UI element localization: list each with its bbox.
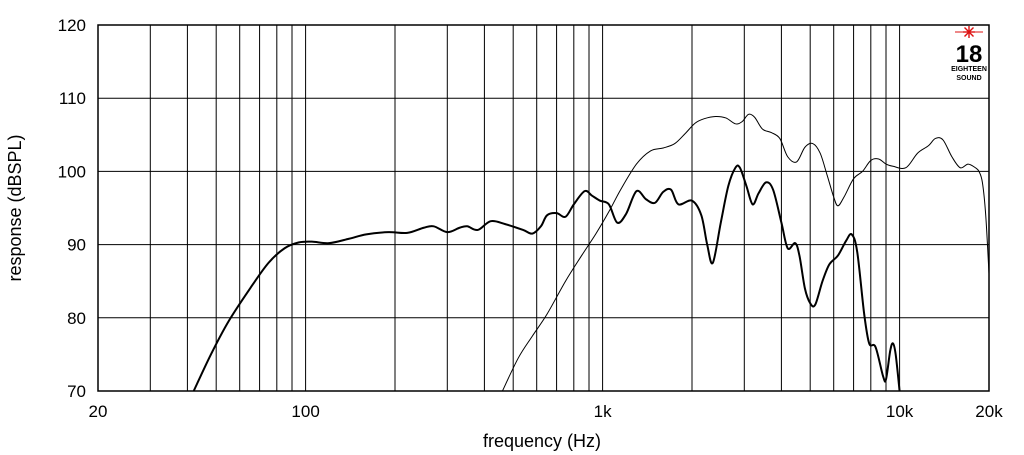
y-tick-label: 110: [59, 89, 86, 108]
x-tick-labels: 20 100 1k 10k 20k: [89, 402, 1004, 421]
eighteen-sound-logo: 18 EIGHTEEN SOUND: [951, 26, 987, 82]
series-line-thin: [501, 113, 989, 391]
x-tick-label: 20: [89, 402, 108, 421]
y-tick-label: 100: [58, 162, 86, 181]
x-tick-label: 1k: [594, 402, 612, 421]
logo-line1: EIGHTEEN: [951, 66, 987, 73]
x-tick-label: 20k: [975, 402, 1003, 421]
y-tick-label: 70: [67, 382, 86, 401]
x-tick-label: 10k: [886, 402, 914, 421]
y-axis-title: response (dBSPL): [5, 134, 25, 281]
y-tick-label: 80: [67, 309, 86, 328]
grid: [98, 25, 989, 391]
x-axis-title: frequency (Hz): [483, 431, 601, 451]
series-layer: [192, 113, 989, 391]
series-line-thick: [192, 164, 901, 391]
x-tick-label: 100: [291, 402, 319, 421]
y-tick-label: 120: [58, 16, 86, 35]
plot-frame: [97, 24, 990, 392]
y-tick-label: 90: [67, 236, 86, 255]
logo-number: 18: [956, 41, 983, 68]
star-icon: [963, 26, 975, 38]
logo-line2: SOUND: [956, 75, 981, 82]
y-tick-labels: 70 80 90 100 110 120: [58, 16, 86, 401]
